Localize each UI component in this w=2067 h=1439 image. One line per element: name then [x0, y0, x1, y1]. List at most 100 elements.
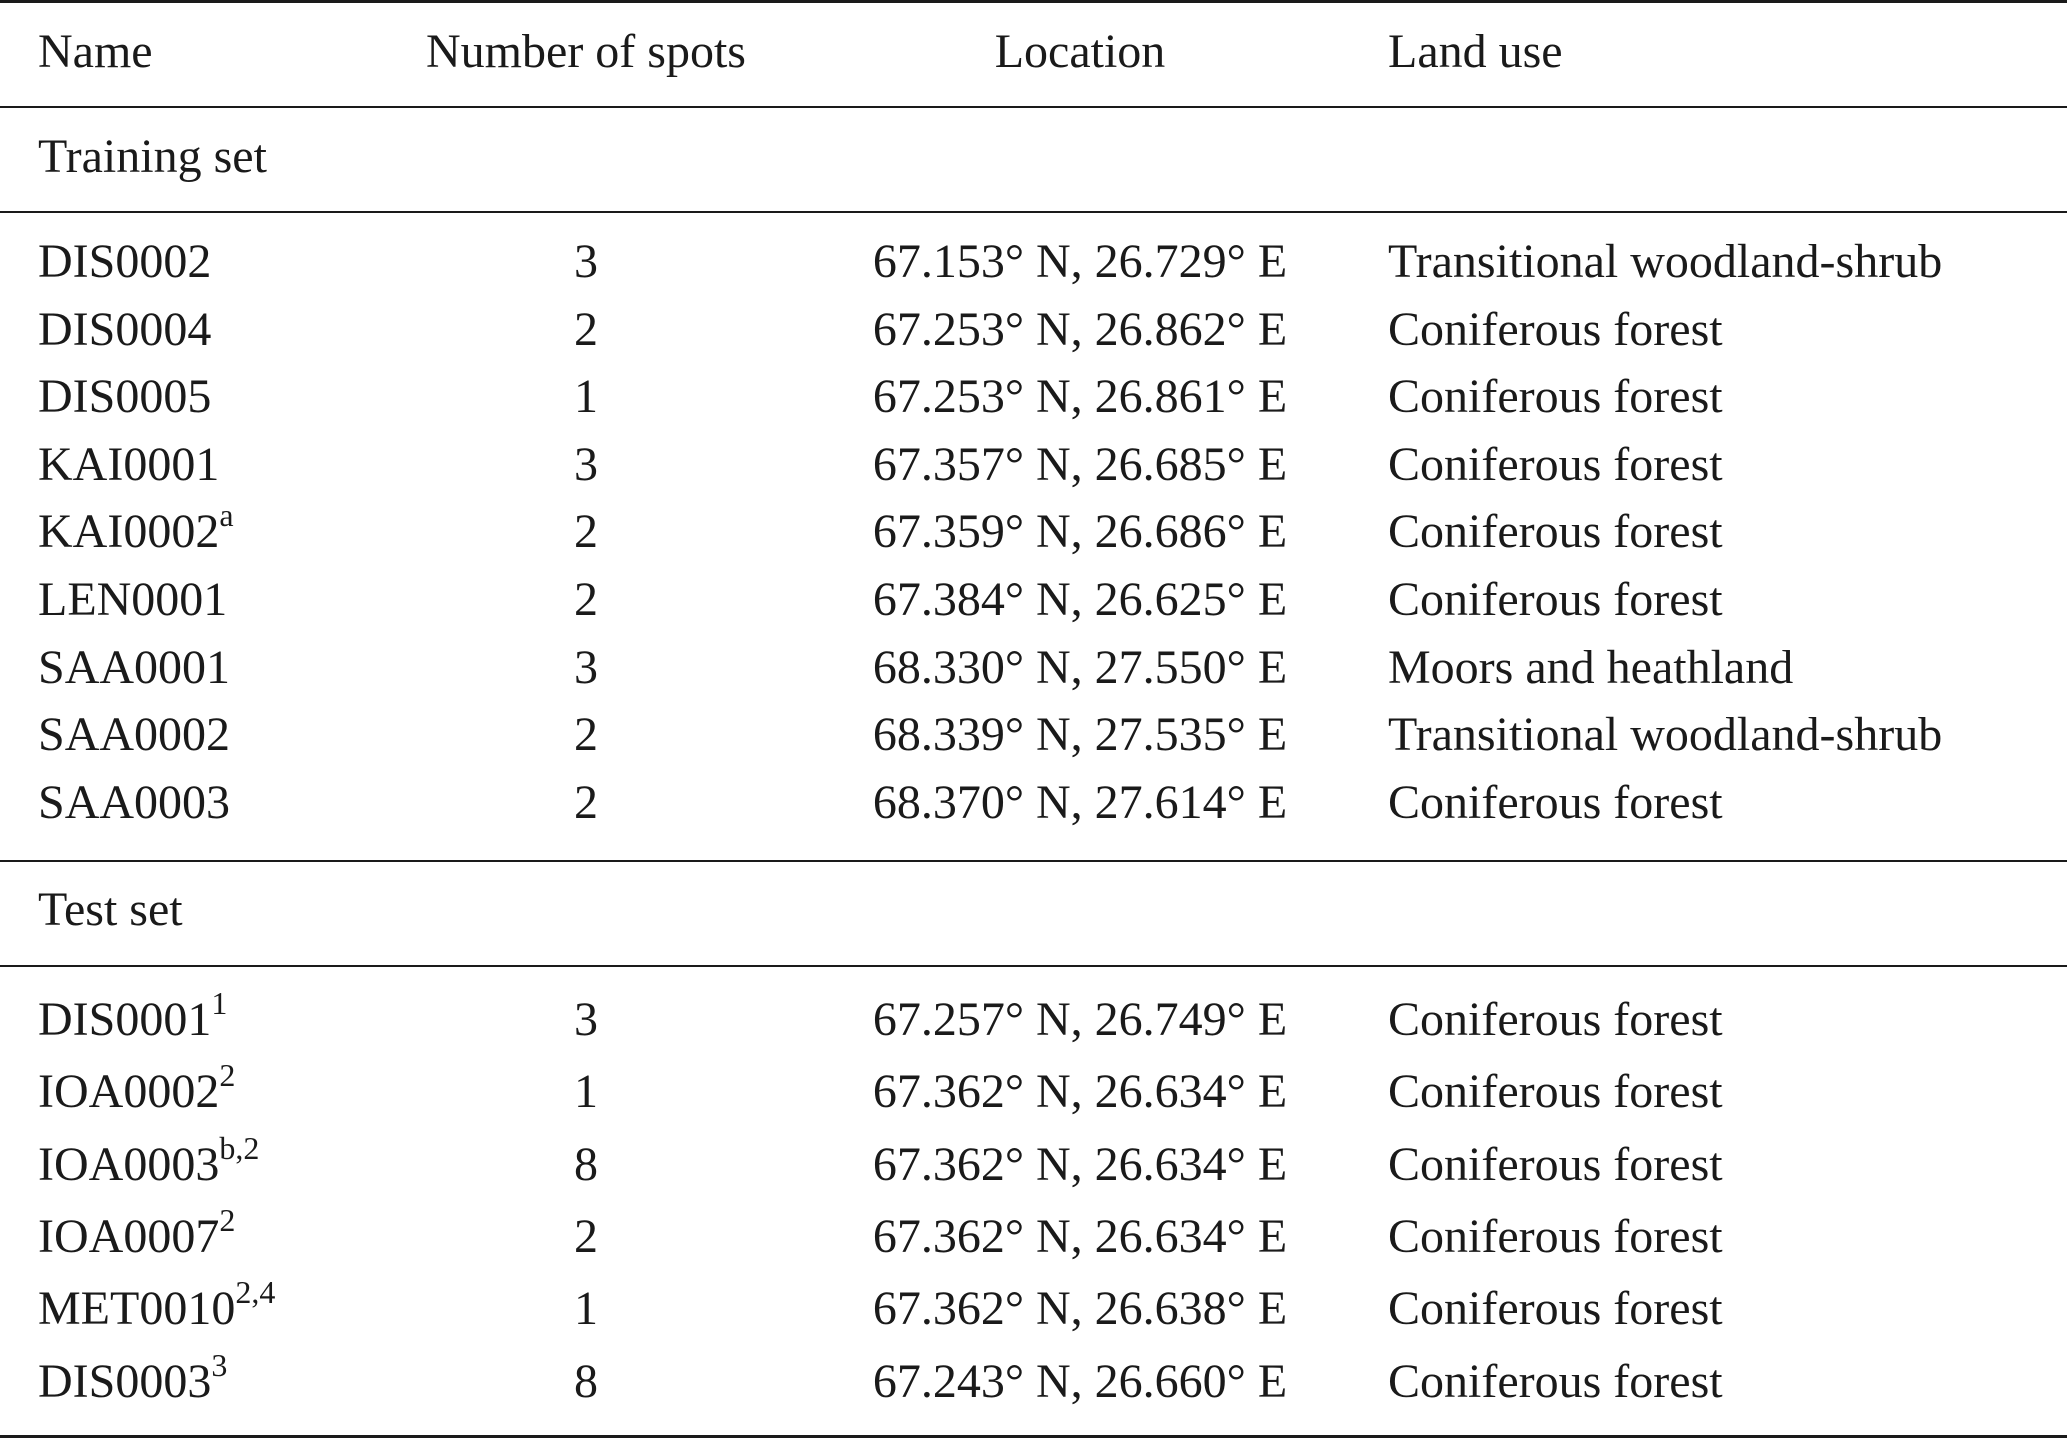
cell-land-use: Coniferous forest: [1388, 370, 1723, 424]
table-row: KAI0002a 2 67.359° N, 26.686° E Coniferous …: [0, 499, 2067, 562]
cell-spots: 3: [574, 993, 598, 1046]
cell-name: KAI0001: [38, 435, 219, 495]
cell-spots: 3: [574, 437, 598, 491]
cell-name: MET00102,4: [38, 1276, 275, 1339]
section-rule-training: [0, 211, 2067, 213]
cell-spots: 1: [574, 1065, 598, 1119]
station-name: MET0010: [38, 1282, 236, 1336]
cell-name: LEN0001: [38, 570, 227, 630]
header-spots: Number of spots: [426, 25, 746, 78]
cell-land-use: Coniferous forest: [1388, 573, 1723, 626]
cell-spots: 1: [574, 1282, 598, 1336]
station-name: SAA0002: [38, 708, 231, 762]
cell-spots: 8: [574, 1354, 598, 1408]
header-name: Name: [38, 25, 153, 78]
cell-land-use: Transitional woodland-shrub: [1388, 708, 1943, 762]
header-location: Location: [994, 25, 1166, 78]
cell-land-use: Coniferous forest: [1388, 1354, 1723, 1408]
station-name: KAI0002: [38, 505, 220, 559]
cell-name: DIS00011: [38, 987, 227, 1050]
cell-spots: 2: [574, 708, 598, 762]
cell-spots: 3: [574, 640, 598, 694]
cell-spots: 1: [574, 370, 598, 424]
cell-location: 67.243° N, 26.660° E: [872, 1354, 1288, 1408]
section-title-test: Test set: [0, 880, 2067, 940]
cell-location: 67.384° N, 26.625° E: [872, 573, 1288, 626]
cell-location: 67.357° N, 26.685° E: [872, 437, 1288, 491]
cell-name: SAA0002: [38, 705, 230, 765]
cell-location: 67.253° N, 26.861° E: [872, 370, 1288, 424]
header-land-use: Land use: [1388, 25, 1563, 78]
table-row: DIS0004 2 67.253° N, 26.862° E Coniferous f…: [0, 300, 2067, 360]
cell-spots: 2: [574, 1209, 598, 1263]
cell-spots: 2: [574, 505, 598, 559]
section-rule-test: [0, 965, 2067, 967]
bottom-rule: [0, 1435, 2067, 1438]
cell-spots: 2: [574, 775, 598, 829]
cell-name: SAA0001: [38, 638, 230, 698]
cell-name: IOA0003b,2: [38, 1132, 259, 1195]
table-row: LEN0001 2 67.384° N, 26.625° E Coniferous f…: [0, 570, 2067, 630]
cell-land-use: Coniferous forest: [1388, 1282, 1723, 1336]
station-name: DIS0005: [38, 370, 212, 424]
cell-land-use: Coniferous forest: [1388, 505, 1723, 559]
cell-land-use: Transitional woodland-shrub: [1388, 235, 1943, 288]
cell-location: 68.330° N, 27.550° E: [872, 640, 1288, 694]
section-title: Test set: [38, 883, 183, 936]
cell-land-use: Coniferous forest: [1388, 1137, 1723, 1191]
table-row: KAI0001 3 67.357° N, 26.685° E Coniferous f…: [0, 435, 2067, 495]
cell-spots: 8: [574, 1137, 598, 1191]
table-row: IOA0003b,2 8 67.362° N, 26.634° E Coniferou…: [0, 1132, 2067, 1195]
cell-name: DIS0005: [38, 367, 211, 427]
station-name: IOA0002: [38, 1065, 220, 1119]
footnote-marker: 1: [211, 985, 228, 1021]
cell-spots: 2: [574, 302, 598, 356]
station-name: LEN0001: [38, 573, 228, 626]
top-rule: [0, 0, 2067, 3]
cell-location: 67.253° N, 26.862° E: [872, 302, 1288, 356]
table-row: DIS00033 8 67.243° N, 26.660° E Coniferous …: [0, 1349, 2067, 1412]
cell-land-use: Moors and heathland: [1388, 640, 1794, 694]
cell-land-use: Coniferous forest: [1388, 775, 1723, 829]
cell-name: IOA00072: [38, 1204, 235, 1267]
station-name: IOA0003: [38, 1137, 220, 1191]
table-row: SAA0001 3 68.330° N, 27.550° E Moors and he…: [0, 638, 2067, 698]
station-name: DIS0004: [38, 302, 212, 356]
cell-name: DIS00033: [38, 1349, 227, 1412]
cell-land-use: Coniferous forest: [1388, 993, 1723, 1046]
cell-location: 67.362° N, 26.634° E: [872, 1065, 1288, 1119]
section-divider-rule: [0, 860, 2067, 862]
table-row: MET00102,4 1 67.362° N, 26.638° E Coniferou…: [0, 1276, 2067, 1339]
cell-location: 68.370° N, 27.614° E: [872, 775, 1288, 829]
footnote-marker: 2,4: [235, 1274, 276, 1311]
cell-land-use: Coniferous forest: [1388, 302, 1723, 356]
table-row: DIS0002 3 67.153° N, 26.729° E Transitional…: [0, 232, 2067, 292]
cell-location: 67.362° N, 26.634° E: [872, 1137, 1288, 1191]
cell-location: 67.257° N, 26.749° E: [872, 993, 1288, 1046]
cell-location: 67.359° N, 26.686° E: [872, 505, 1288, 559]
footnote-marker: a: [219, 497, 234, 534]
header-row: Name Number of spots Location Land use: [0, 22, 2067, 82]
table-row: SAA0003 2 68.370° N, 27.614° E Coniferous f…: [0, 773, 2067, 833]
footnote-marker: 2: [219, 1201, 236, 1238]
table-row: SAA0002 2 68.339° N, 27.535° E Transitional…: [0, 705, 2067, 765]
table-row: DIS00011 3 67.257° N, 26.749° E Coniferous …: [0, 987, 2067, 1050]
cell-name: IOA00022: [38, 1059, 235, 1122]
cell-location: 67.362° N, 26.638° E: [872, 1282, 1288, 1336]
section-title-training: Training set: [0, 127, 2067, 187]
cell-land-use: Coniferous forest: [1388, 437, 1723, 491]
footnote-marker: b,2: [219, 1129, 260, 1166]
station-name: DIS0002: [38, 235, 212, 288]
footnote-marker: 2: [219, 1057, 236, 1094]
header-rule: [0, 106, 2067, 108]
table-row: IOA00022 1 67.362° N, 26.634° E Coniferous …: [0, 1059, 2067, 1122]
station-name: DIS0003: [38, 1354, 212, 1408]
cell-name: SAA0003: [38, 773, 230, 833]
station-name: IOA0007: [38, 1209, 220, 1263]
cell-name: KAI0002a: [38, 499, 234, 562]
table-row: IOA00072 2 67.362° N, 26.634° E Coniferous …: [0, 1204, 2067, 1267]
cell-location: 67.362° N, 26.634° E: [872, 1209, 1288, 1263]
station-name: KAI0001: [38, 437, 220, 491]
cell-location: 68.339° N, 27.535° E: [872, 708, 1288, 762]
